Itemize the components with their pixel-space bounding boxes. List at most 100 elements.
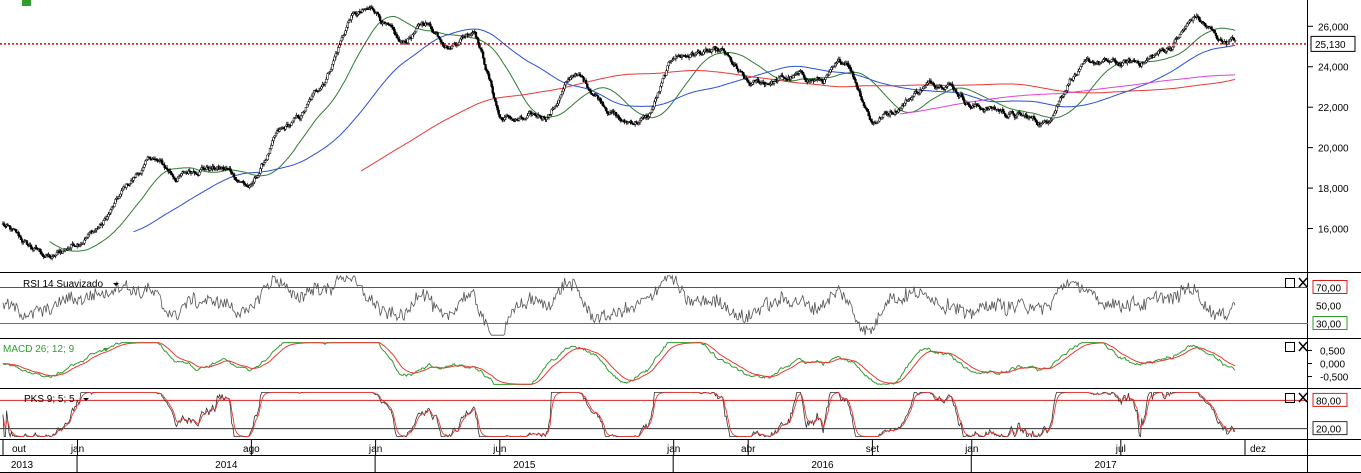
stochastic-panel: 20,00 80,00 [0, 391, 1348, 439]
candle [957, 93, 960, 100]
candle [15, 229, 18, 234]
candle [757, 77, 760, 83]
candle [398, 36, 401, 42]
price-tick-label: 20,000 [1318, 144, 1349, 155]
candle [22, 240, 25, 245]
candle [296, 114, 299, 117]
moving-average-line [133, 28, 1236, 233]
candle [538, 114, 541, 117]
candle [3, 221, 6, 228]
candle [174, 177, 177, 183]
maximize-icon[interactable] [1285, 393, 1295, 403]
candle [1087, 57, 1091, 63]
candle [61, 250, 65, 254]
candle [171, 173, 175, 180]
rsi-tick-label: 50,00 [1316, 302, 1341, 313]
price-axis: 16,000 18,000 20,000 22,000 24,000 26,000 [1308, 22, 1349, 236]
candle [303, 110, 306, 115]
candle [474, 31, 478, 39]
candle [630, 119, 633, 124]
candle [520, 114, 523, 120]
time-axis: out jan ago jan jun jan abr set jan jul dez 2013 201… [2, 440, 1266, 473]
candle [323, 81, 327, 87]
candle [326, 73, 329, 80]
candle [933, 83, 936, 90]
close-icon[interactable] [1298, 341, 1308, 352]
candle [344, 29, 347, 36]
pks-level-box [1312, 392, 1348, 407]
candle [253, 175, 256, 185]
maximize-icon[interactable] [1285, 278, 1295, 288]
candle [491, 83, 494, 96]
close-icon[interactable] [1298, 277, 1308, 288]
candle [1180, 31, 1183, 35]
macd-title[interactable]: MACD 26; 12; 9 [3, 344, 75, 355]
macd-dropdown-icon[interactable] [103, 348, 109, 351]
rsi-level-label: 70,00 [1316, 284, 1341, 295]
candle [331, 63, 334, 72]
candle [680, 53, 684, 61]
pks-title[interactable]: PKS 9; 5; 5 [24, 394, 75, 405]
candle [173, 176, 176, 180]
pks-window-controls [1285, 392, 1308, 403]
rsi-level-label: 30,00 [1316, 320, 1341, 331]
candle [701, 52, 704, 56]
candle [655, 94, 658, 101]
month-label: jan [70, 444, 84, 455]
candle [1079, 65, 1082, 70]
rsi-dropdown-icon[interactable] [113, 283, 119, 286]
candle [1184, 24, 1188, 31]
candle [1165, 47, 1168, 55]
price-tick-label: 22,000 [1318, 103, 1349, 114]
macd-tick-label: 0,500 [1320, 346, 1345, 357]
macd-window-controls [1285, 341, 1308, 352]
candle [1002, 108, 1006, 114]
candle [387, 22, 390, 26]
candle [1232, 37, 1236, 41]
month-label: jun [492, 444, 506, 455]
month-label: set [866, 444, 880, 455]
candle [267, 152, 270, 157]
month-label: jul [1115, 444, 1126, 455]
candle [487, 71, 491, 81]
candle [1099, 61, 1103, 65]
candle [605, 107, 608, 114]
candle [824, 76, 827, 83]
candle [347, 18, 351, 24]
moving-average-line [360, 70, 1236, 172]
candle [484, 63, 487, 71]
candle [446, 45, 449, 50]
month-label: ago [243, 444, 260, 455]
candle [1213, 29, 1216, 34]
rsi-title[interactable]: RSI 14 Suavizado [23, 279, 103, 290]
candle [25, 240, 29, 246]
candle [589, 88, 593, 95]
candle [373, 8, 376, 15]
month-label: jan [964, 444, 978, 455]
close-icon[interactable] [1298, 392, 1308, 403]
candle [284, 125, 287, 131]
candle [776, 79, 779, 84]
candle [722, 48, 725, 53]
pks-dropdown-icon[interactable] [83, 398, 89, 401]
rsi-level-box [1312, 280, 1348, 294]
last-price-marker: 25,130 [1310, 35, 1356, 52]
candle [1085, 57, 1088, 62]
candle [328, 70, 332, 76]
candle [723, 50, 727, 56]
candle [102, 219, 105, 226]
candle [1051, 113, 1055, 120]
candle [338, 42, 341, 48]
candle [913, 90, 916, 98]
candle [199, 168, 202, 173]
candle [161, 158, 164, 166]
candle [21, 238, 24, 245]
candle [379, 14, 382, 22]
candle [30, 244, 33, 250]
candle [1077, 68, 1080, 76]
maximize-icon[interactable] [1285, 342, 1295, 352]
candle [339, 40, 342, 46]
candle [83, 237, 86, 246]
candle [406, 38, 409, 45]
